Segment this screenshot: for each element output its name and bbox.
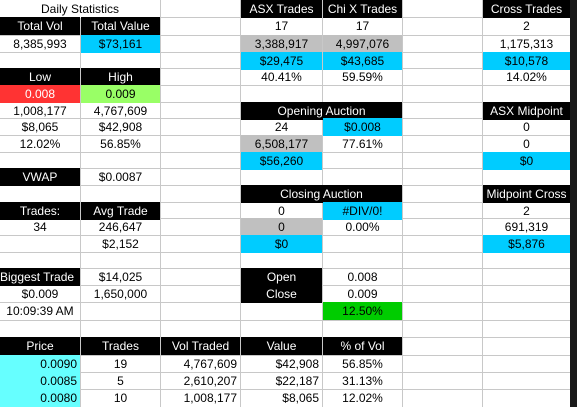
open-label: Open — [241, 268, 322, 286]
biggest-trade-price[interactable]: $0.009 — [21, 287, 59, 301]
asx-midpoint-value[interactable]: $0 — [483, 152, 570, 170]
total-vol-label: Total Vol — [0, 17, 80, 35]
biggest-trade-volume[interactable]: 1,650,000 — [93, 287, 148, 301]
total-value-label: Total Value — [81, 17, 160, 35]
low-percent[interactable]: 12.02% — [19, 137, 61, 151]
table-row-trades[interactable]: 19 — [113, 357, 128, 371]
table-row-volume[interactable]: 2,610,207 — [183, 374, 237, 388]
asx-value[interactable]: $29,475 — [241, 52, 322, 70]
asx-volume[interactable]: 3,388,917 — [241, 35, 322, 53]
high-value[interactable]: $42,908 — [98, 120, 143, 134]
opening-auction-volume[interactable]: 6,508,177 — [241, 135, 322, 153]
table-row-value[interactable]: $22,187 — [275, 374, 319, 388]
asx-percent[interactable]: 40.41% — [261, 70, 302, 84]
closing-auction-price[interactable]: #DIV/0! — [323, 202, 402, 220]
table-row-price[interactable]: 0.0080 — [0, 389, 80, 407]
biggest-trade-time[interactable]: 10:09:39 AM — [6, 304, 74, 318]
table-row-percent[interactable]: 12.02% — [342, 391, 383, 405]
opening-auction-value[interactable]: $56,260 — [241, 152, 322, 170]
asx-trades-label: ASX Trades — [241, 0, 322, 18]
cross-trades-value[interactable]: $10,578 — [483, 52, 570, 70]
table-row-trades[interactable]: 10 — [113, 391, 128, 405]
asx-trades-count[interactable]: 17 — [274, 19, 289, 33]
open-price[interactable]: 0.008 — [347, 270, 378, 284]
low-volume[interactable]: 1,008,177 — [13, 104, 67, 118]
table-row-price[interactable]: 0.0085 — [0, 372, 80, 390]
high-volume[interactable]: 4,767,609 — [93, 104, 148, 118]
closing-auction-volume[interactable]: 0 — [241, 218, 322, 236]
closing-auction-percent[interactable]: 0.00% — [345, 220, 380, 234]
avg-trade-volume[interactable]: 246,647 — [98, 220, 143, 234]
low-value[interactable]: $8,065 — [21, 120, 59, 134]
cross-trades-count[interactable]: 2 — [523, 19, 530, 33]
avg-trade-label: Avg Trade — [81, 202, 160, 220]
low-label: Low — [0, 68, 80, 86]
opening-auction-percent[interactable]: 77.61% — [342, 137, 383, 151]
table-row-value[interactable]: $42,908 — [275, 357, 319, 371]
biggest-trade-value[interactable]: $14,025 — [98, 270, 143, 284]
chix-trades-label: Chi X Trades — [323, 0, 402, 18]
chix-value[interactable]: $43,685 — [323, 52, 402, 70]
table-row-value[interactable]: $8,065 — [282, 391, 319, 405]
price-column-header: Price — [0, 337, 80, 355]
high-price[interactable]: 0.009 — [81, 85, 160, 103]
value-column-header: Value — [241, 337, 322, 355]
trades-label: Trades: — [0, 202, 80, 220]
closing-auction-trades[interactable]: 0 — [278, 204, 285, 218]
chix-volume[interactable]: 4,997,076 — [323, 35, 402, 53]
total-vol-value[interactable]: 8,385,993 — [13, 37, 67, 51]
trades-column-header: Trades — [81, 337, 160, 355]
pct-vol-column-header: % of Vol — [323, 337, 402, 355]
midpoint-cross-volume[interactable]: 691,319 — [504, 220, 549, 234]
opening-auction-price[interactable]: $0.008 — [323, 118, 402, 136]
cross-trades-title: Cross Trades — [483, 0, 570, 18]
table-row-volume[interactable]: 1,008,177 — [183, 391, 237, 405]
vol-traded-column-header: Vol Traded — [161, 337, 240, 355]
chix-trades-count[interactable]: 17 — [355, 19, 370, 33]
table-row-volume[interactable]: 4,767,609 — [183, 357, 237, 371]
asx-midpoint-volume[interactable]: 0 — [523, 137, 530, 151]
table-row-percent[interactable]: 56.85% — [342, 357, 383, 371]
high-label: High — [81, 68, 160, 86]
asx-midpoint-title: ASX Midpoint — [483, 102, 570, 120]
midpoint-cross-title: Midpoint Cross — [483, 185, 570, 203]
table-row-price[interactable]: 0.0090 — [0, 355, 80, 373]
trades-count[interactable]: 34 — [33, 220, 47, 234]
vwap-value[interactable]: $0.0087 — [98, 170, 143, 184]
closing-auction-value[interactable]: $0 — [241, 235, 322, 253]
table-row-percent[interactable]: 31.13% — [342, 374, 383, 388]
close-label: Close — [241, 285, 322, 303]
asx-midpoint-trades[interactable]: 0 — [523, 120, 530, 134]
avg-trade-value[interactable]: $2,152 — [102, 237, 139, 251]
chix-percent[interactable]: 59.59% — [342, 70, 383, 84]
midpoint-cross-trades[interactable]: 2 — [523, 204, 530, 218]
biggest-trade-label: Biggest Trade — [0, 268, 80, 286]
close-price[interactable]: 0.009 — [347, 287, 378, 301]
low-price[interactable]: 0.008 — [0, 85, 80, 103]
sheet-right-edge — [570, 0, 577, 407]
cross-trades-volume[interactable]: 1,175,313 — [499, 37, 554, 51]
daily-stats-title: Daily Statistics — [0, 0, 160, 18]
midpoint-cross-value[interactable]: $5,876 — [483, 235, 570, 253]
table-row-trades[interactable]: 5 — [117, 374, 124, 388]
total-value-value[interactable]: $73,161 — [81, 35, 160, 53]
change-percent[interactable]: 12.50% — [323, 302, 402, 320]
high-percent[interactable]: 56.85% — [100, 137, 141, 151]
closing-auction-title: Closing Auction — [241, 185, 402, 203]
cross-trades-percent[interactable]: 14.02% — [506, 70, 547, 84]
vwap-label: VWAP — [0, 168, 80, 186]
opening-auction-title: Opening Auction — [241, 102, 402, 120]
opening-auction-trades[interactable]: 24 — [274, 120, 289, 134]
